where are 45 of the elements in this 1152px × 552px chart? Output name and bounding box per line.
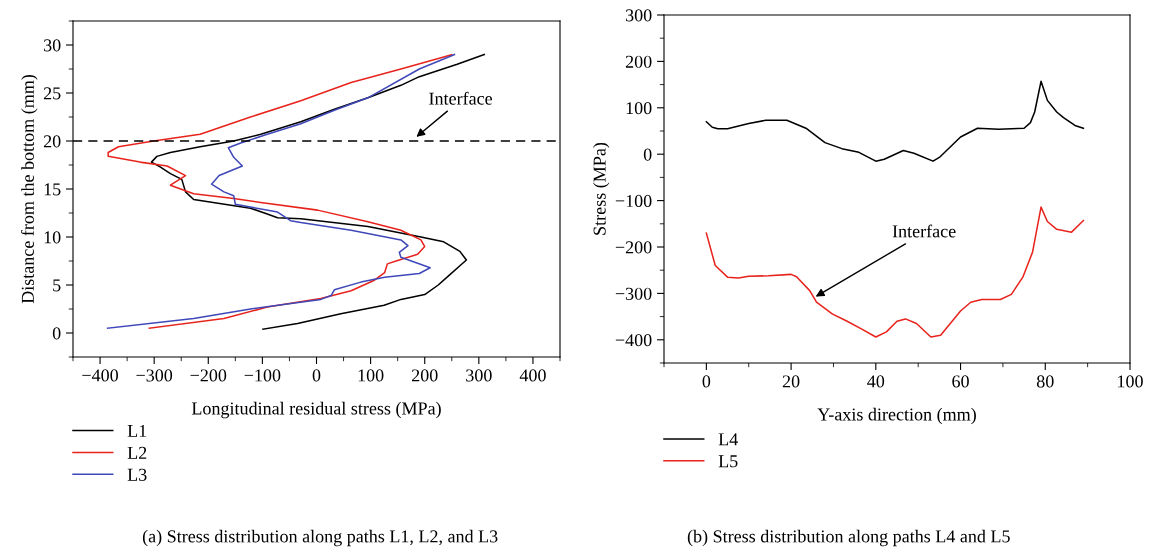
x-tick-label: 100 [358, 369, 384, 382]
x-axis-title: Longitudinal residual stress (MPa) [191, 401, 441, 419]
legend-label: L5 [718, 455, 738, 468]
x-tick-label: −100 [244, 369, 281, 382]
x-tick-label: −200 [190, 369, 227, 382]
line-series [705, 206, 1085, 338]
x-tick-label: 200 [411, 369, 438, 382]
y-tick-label: 100 [626, 102, 652, 115]
x-tick-label: 400 [519, 369, 546, 382]
legend-label: L4 [718, 433, 738, 446]
y-tick-label: 10 [44, 231, 61, 244]
y-axis-title: Stress (MPa) [593, 142, 610, 235]
x-tick-label: 80 [1036, 375, 1054, 388]
x-tick-label: 20 [782, 375, 800, 388]
y-tick-label: 0 [643, 148, 652, 161]
text: (a) Stress distribution along paths L1, L2, and L3 [142, 529, 498, 547]
y-tick-label: 300 [625, 9, 652, 22]
y-tick-label: 25 [43, 87, 61, 100]
legend-label: L2 [127, 446, 147, 459]
y-tick-label: 15 [44, 183, 61, 196]
x-tick-label: 100 [1118, 375, 1143, 388]
x-tick-label: 40 [867, 375, 885, 388]
y-tick-label: 20 [43, 135, 61, 148]
x-tick-label: −300 [136, 369, 173, 382]
y-tick-label: −300 [615, 287, 652, 300]
x-tick-label: 60 [952, 375, 969, 388]
y-tick-label: −100 [615, 194, 652, 208]
legend-label: L3 [127, 468, 147, 481]
x-axis-title: Y-axis direction (mm) [817, 407, 976, 425]
y-tick-label: −200 [615, 241, 652, 254]
y-tick-label: −400 [615, 334, 652, 347]
line-series [705, 80, 1085, 162]
x-tick-label: −400 [82, 369, 118, 382]
y-tick-label: 30 [44, 39, 61, 52]
text: (b) Stress distribution along paths L4 and L5 [687, 529, 1010, 547]
x-tick-label: 0 [312, 369, 321, 382]
y-axis-title: Distance from the bottom (mm) [21, 74, 38, 304]
x-tick-label: 0 [702, 375, 711, 388]
annotation: Interface [892, 224, 956, 238]
legend-label: L1 [127, 424, 147, 437]
annotation: Interface [429, 91, 493, 105]
x-tick-label: 300 [466, 369, 492, 382]
y-tick-label: 200 [625, 55, 652, 68]
y-tick-label: 0 [52, 327, 61, 340]
y-tick-label: 5 [53, 279, 61, 292]
